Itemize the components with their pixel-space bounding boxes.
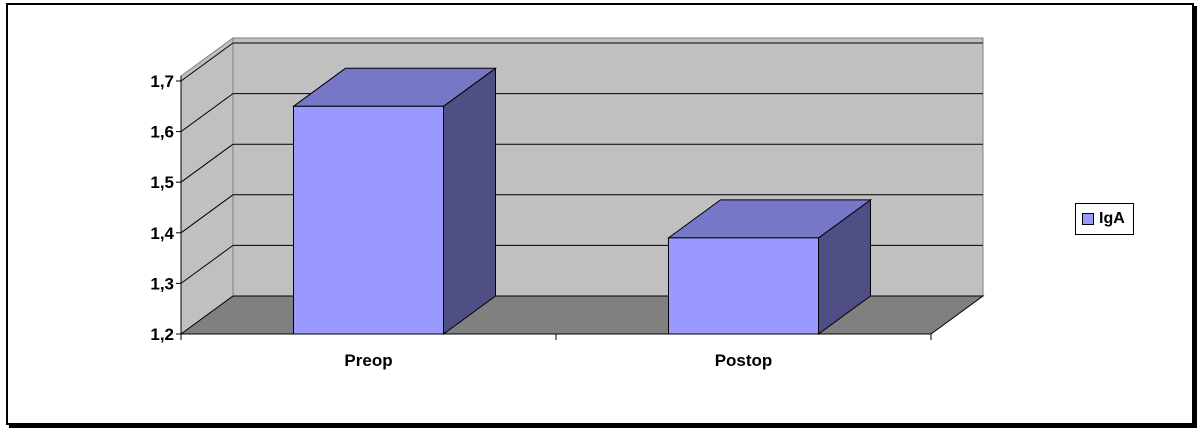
bar-preop <box>291 67 498 335</box>
legend-swatch-iga <box>1082 213 1094 225</box>
gridline-side <box>180 42 234 82</box>
bar-front <box>293 105 444 335</box>
y-tick-label: 1,6 <box>150 123 174 142</box>
bar-front <box>668 237 819 335</box>
side-wall <box>180 37 234 335</box>
gridline-side <box>180 244 234 284</box>
y-tick-label: 1,2 <box>150 325 174 344</box>
x-tick-label: Postop <box>715 351 773 370</box>
y-tick-label: 1,4 <box>150 224 174 243</box>
gridline-side <box>180 93 234 133</box>
y-axis-ticks: 1,2 1,3 1,4 1,5 1,6 1,7 <box>150 72 181 344</box>
gridline-side <box>180 143 234 183</box>
x-axis-ticks: Preop Postop <box>180 334 932 370</box>
legend: IgA <box>1075 203 1134 235</box>
legend-label-iga: IgA <box>1099 210 1125 227</box>
x-tick-label: Preop <box>344 351 392 370</box>
chart-bars <box>291 67 873 335</box>
bar-postop <box>666 198 873 335</box>
bar-side <box>443 67 496 335</box>
y-tick-label: 1,7 <box>150 72 174 91</box>
y-tick-label: 1,5 <box>150 173 174 192</box>
gridline-side <box>180 194 234 234</box>
y-tick-label: 1,3 <box>150 274 174 293</box>
